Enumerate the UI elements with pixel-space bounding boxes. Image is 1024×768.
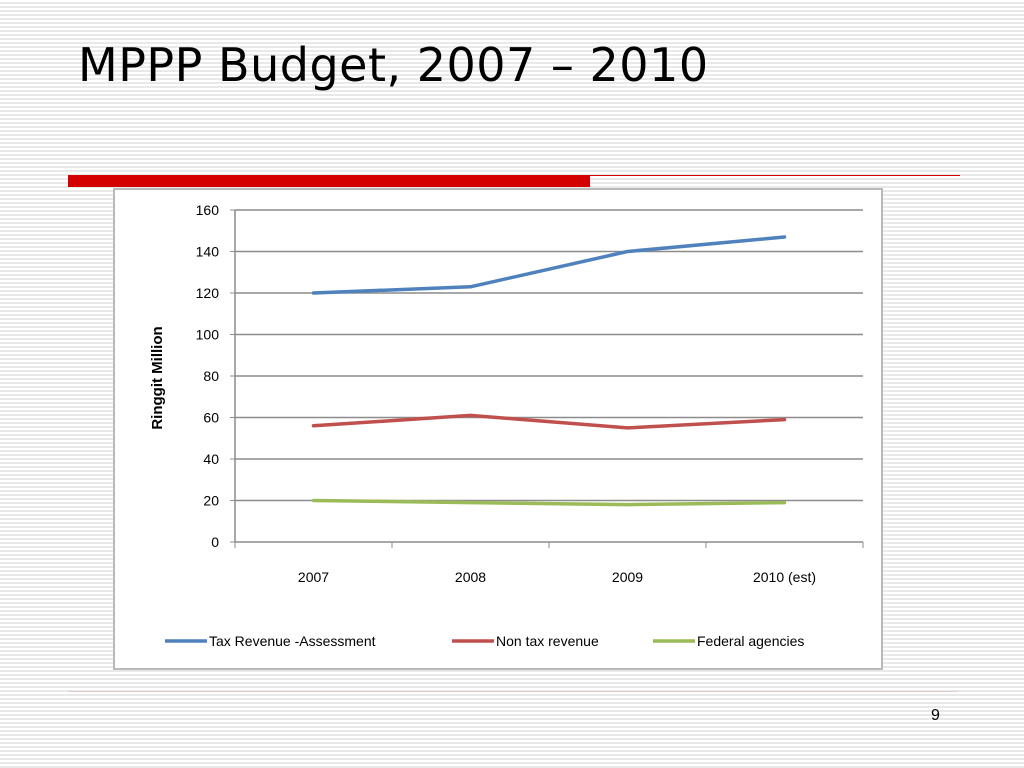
legend-label-non-tax-revenue: Non tax revenue [496,633,599,649]
title-accent-line [590,175,960,176]
y-tick-label: 20 [203,493,219,509]
data-point-non-tax-revenue [626,426,629,430]
y-tick-label: 120 [196,285,220,301]
footer-line [68,691,958,692]
data-point-non-tax-revenue [783,418,786,422]
title-accent-bar [68,175,590,187]
x-tick-label: 2007 [298,569,329,585]
chart-frame: 0 20 40 60 80 100 120 140 160 2007 2008 2009 2010 (… [113,188,883,670]
data-point-tax-revenue-assessment [469,285,472,289]
data-point-federal-agencies [626,503,629,507]
data-point-federal-agencies [783,501,786,505]
line-chart: 0 20 40 60 80 100 120 140 160 2007 2008 2009 2010 (… [149,202,864,649]
slide-title: MPPP Budget, 2007 – 2010 [78,38,709,92]
data-point-federal-agencies [469,501,472,505]
data-point-federal-agencies [312,499,315,502]
y-tick-label: 0 [211,534,219,550]
series-line-tax-revenue-assessment [311,235,787,295]
data-point-non-tax-revenue [469,413,472,417]
series-line-non-tax-revenue [311,413,787,430]
y-axis-title: Ringgit Million [149,326,166,429]
data-point-tax-revenue-assessment [783,235,786,239]
x-tick-label: 2010 (est) [753,569,816,585]
data-point-non-tax-revenue [312,424,315,428]
data-point-tax-revenue-assessment [312,291,315,295]
legend-label-tax-revenue-assessment: Tax Revenue -Assessment [209,633,376,649]
y-tick-label: 80 [203,368,219,384]
x-tick-label: 2008 [455,569,486,585]
series-line-federal-agencies [311,498,787,507]
y-tick-label: 100 [196,327,220,343]
data-point-tax-revenue-assessment [626,250,629,253]
y-tick-label: 60 [203,410,219,426]
x-tick-label: 2009 [612,569,643,585]
y-tick-label: 40 [203,451,219,467]
y-tick-label: 160 [196,202,220,218]
y-tick-label: 140 [196,244,220,260]
legend-label-federal-agencies: Federal agencies [697,633,804,649]
page-number: 9 [931,707,940,724]
